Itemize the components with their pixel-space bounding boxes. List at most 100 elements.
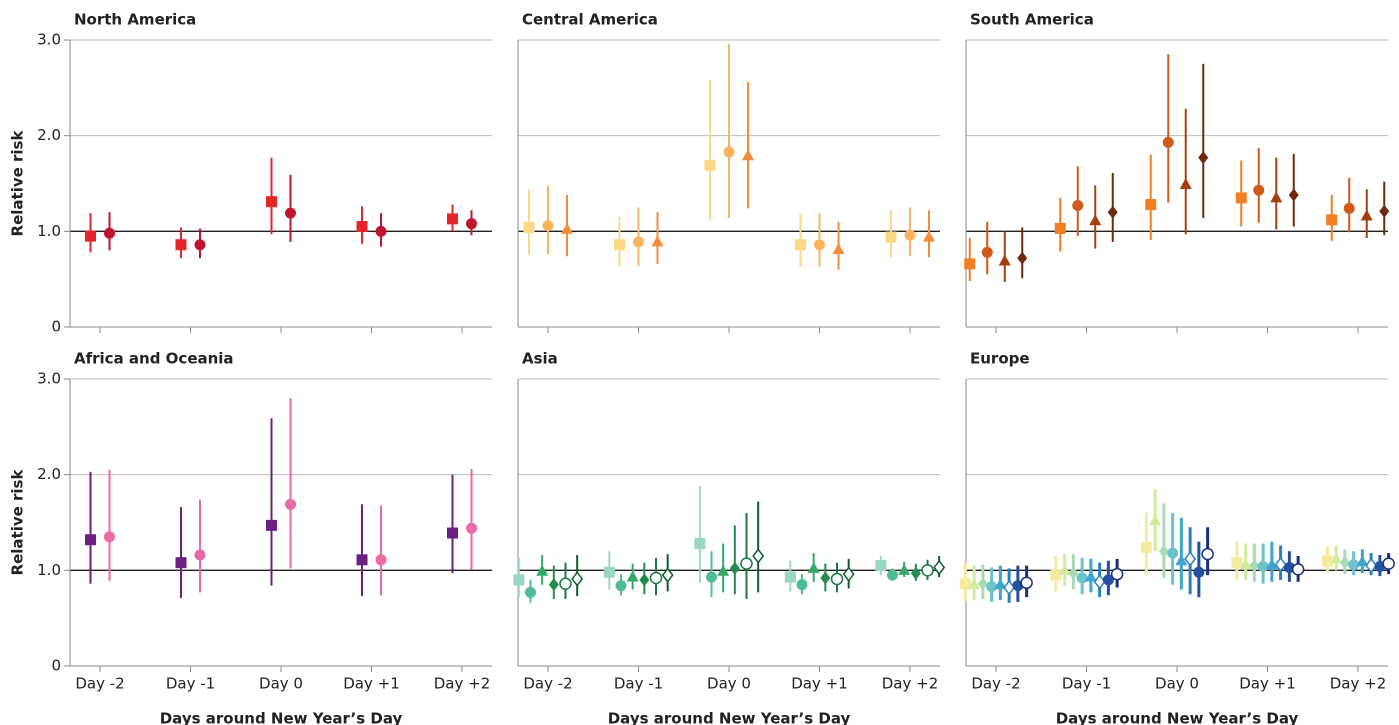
marker <box>194 239 206 251</box>
marker <box>1050 569 1062 581</box>
marker <box>1158 544 1169 558</box>
x-axis-label: Days around New Year’s Day <box>608 710 851 725</box>
panel-title: North America <box>74 11 196 29</box>
marker <box>820 571 831 585</box>
marker <box>1140 541 1152 553</box>
marker <box>1231 557 1243 569</box>
x-tick-label: Day -2 <box>971 675 1020 693</box>
marker <box>887 569 898 581</box>
y-axis-label: Relative risk <box>9 469 27 576</box>
marker <box>994 578 1007 590</box>
marker <box>1270 191 1283 203</box>
marker <box>1201 547 1214 561</box>
marker <box>1145 199 1157 211</box>
marker <box>1339 556 1350 570</box>
x-tick-label: Day +2 <box>882 675 939 693</box>
x-tick-label: Day 0 <box>259 675 303 693</box>
marker <box>1167 547 1179 559</box>
marker <box>959 578 971 590</box>
marker <box>542 220 554 232</box>
marker <box>85 534 96 546</box>
marker <box>356 554 368 566</box>
marker <box>910 566 921 580</box>
marker <box>1175 554 1188 566</box>
marker <box>561 222 573 234</box>
marker <box>1265 558 1278 570</box>
marker <box>266 196 277 208</box>
marker <box>740 557 753 570</box>
marker <box>571 571 584 587</box>
panel-title: Africa and Oceania <box>74 350 234 368</box>
y-tick-label: 2.0 <box>37 465 61 483</box>
marker <box>104 227 115 239</box>
x-tick-label: Day +1 <box>343 675 400 693</box>
marker <box>1198 151 1209 165</box>
marker <box>977 577 988 591</box>
marker <box>1003 579 1016 596</box>
marker <box>1253 184 1265 196</box>
marker <box>933 559 946 576</box>
marker <box>1321 555 1333 567</box>
marker <box>447 213 458 225</box>
marker <box>536 564 549 576</box>
marker <box>104 531 115 543</box>
x-tick-label: Day +1 <box>791 675 848 693</box>
x-tick-label: Day 0 <box>707 675 751 693</box>
marker <box>1149 514 1162 526</box>
marker <box>904 229 916 241</box>
marker <box>1360 209 1373 221</box>
x-tick-label: Day +2 <box>1330 675 1387 693</box>
marker <box>525 586 536 598</box>
marker <box>356 221 368 233</box>
marker <box>1076 572 1088 584</box>
marker <box>729 561 740 575</box>
marker <box>1365 557 1378 574</box>
marker <box>1162 136 1174 148</box>
marker <box>447 527 458 539</box>
marker <box>1179 177 1192 189</box>
panel-title: Europe <box>970 350 1030 368</box>
marker <box>285 498 296 510</box>
marker <box>1291 563 1305 576</box>
marker <box>615 580 627 592</box>
marker <box>1110 567 1124 581</box>
marker <box>1348 559 1360 571</box>
x-tick-label: Day -2 <box>75 675 124 693</box>
y-tick-label: 3.0 <box>37 370 61 388</box>
marker <box>1084 570 1097 582</box>
marker <box>85 230 96 242</box>
marker <box>1343 202 1355 214</box>
marker <box>885 231 897 243</box>
marker <box>968 578 981 590</box>
x-tick-label: Day 0 <box>1155 675 1199 693</box>
marker <box>1257 561 1269 573</box>
marker <box>875 560 887 572</box>
x-tick-label: Day +1 <box>1239 675 1296 693</box>
marker <box>649 571 663 585</box>
panel-title: Central America <box>522 11 658 29</box>
marker <box>639 573 650 587</box>
marker <box>175 239 187 251</box>
marker <box>1379 204 1390 218</box>
marker <box>375 225 387 237</box>
marker <box>285 207 296 219</box>
marker <box>1072 200 1084 212</box>
marker <box>466 218 477 230</box>
marker <box>830 572 844 586</box>
marker <box>523 222 535 234</box>
x-axis-label: Days around New Year’s Day <box>160 710 403 725</box>
y-tick-label: 2.0 <box>37 126 61 144</box>
marker <box>548 578 559 592</box>
marker <box>1184 551 1197 567</box>
marker <box>559 577 572 590</box>
marker <box>706 571 717 583</box>
y-tick-label: 1.0 <box>37 222 61 240</box>
marker <box>603 566 615 578</box>
marker <box>466 522 477 534</box>
marker <box>614 239 625 251</box>
x-tick-label: Day -1 <box>614 675 663 693</box>
marker <box>742 149 754 161</box>
x-tick-label: Day +2 <box>434 675 491 693</box>
marker <box>1089 214 1102 226</box>
marker <box>175 557 187 569</box>
